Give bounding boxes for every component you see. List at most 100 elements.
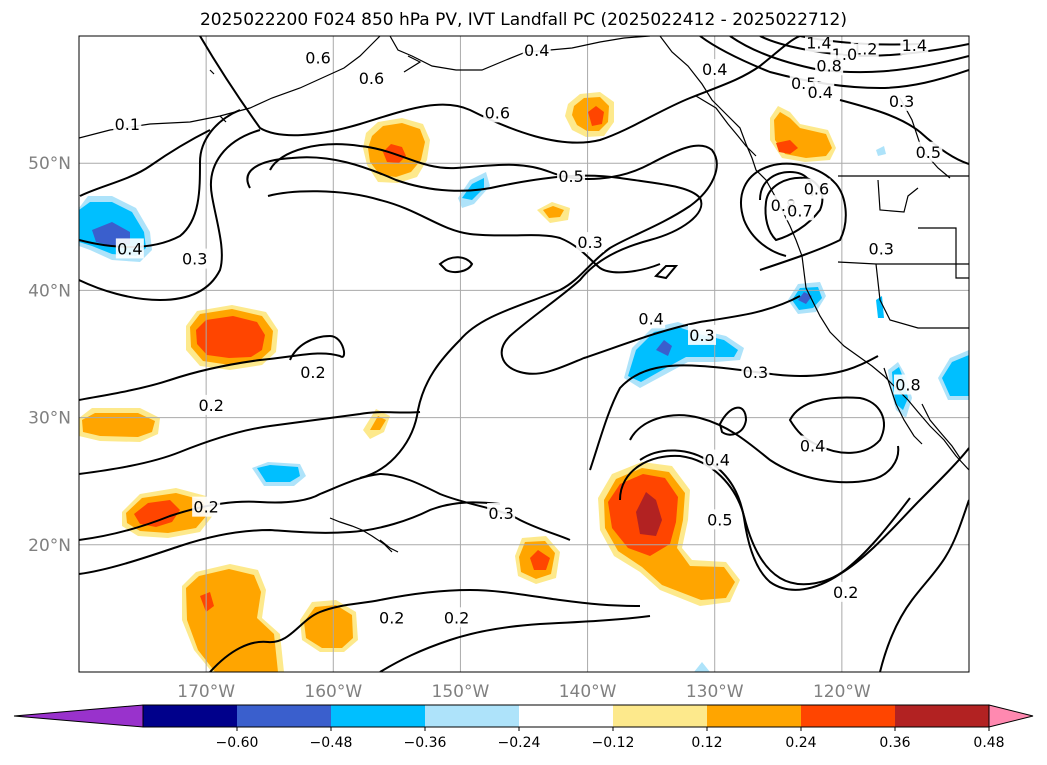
pv-positive-region bbox=[182, 564, 284, 672]
contour-label: 0.2 bbox=[193, 498, 218, 517]
colorbar-tick-label: 0.24 bbox=[785, 735, 816, 751]
colorbar-segment bbox=[613, 705, 707, 727]
lon-tick-label: 170°W bbox=[177, 682, 235, 702]
colorbar-tick-label: 0.36 bbox=[879, 735, 910, 751]
us-state-border bbox=[918, 227, 969, 279]
contour-line bbox=[269, 143, 718, 479]
pv-positive-region bbox=[565, 92, 614, 137]
contour-label: 0.3 bbox=[182, 250, 207, 269]
contour-label: 0.2 bbox=[379, 608, 404, 627]
contour-label-background bbox=[900, 36, 929, 55]
lat-tick-label: 30°N bbox=[28, 409, 71, 429]
pv-shading bbox=[79, 92, 969, 672]
contour-line bbox=[246, 156, 801, 375]
lat-tick-label: 40°N bbox=[28, 281, 71, 301]
colorbar-segment bbox=[707, 705, 801, 727]
contour-line bbox=[653, 265, 679, 280]
contour-label: 0.2 bbox=[444, 608, 469, 627]
gridlines bbox=[79, 36, 969, 672]
contour-line bbox=[718, 406, 748, 436]
contour-label: 0.5 bbox=[558, 167, 583, 186]
contour-label-background bbox=[806, 81, 835, 102]
pv-positive-region bbox=[79, 408, 160, 442]
contour-label: 0.6 bbox=[359, 69, 384, 88]
contour-label: 0.4 bbox=[117, 239, 142, 258]
contour-label: 0.3 bbox=[488, 504, 513, 523]
contour-line bbox=[629, 414, 900, 484]
colorbar-segment bbox=[425, 705, 519, 727]
contour-label: 0.4 bbox=[702, 60, 727, 79]
contour-label-background bbox=[197, 394, 226, 415]
contour-label: 0.6 bbox=[485, 103, 510, 122]
contour-label: 0.3 bbox=[889, 92, 914, 111]
contour-label: 0.3 bbox=[689, 326, 714, 345]
contour-label-background bbox=[914, 141, 943, 162]
pv-negative-region bbox=[252, 462, 306, 486]
colorbar-segment bbox=[895, 705, 989, 727]
pv-positive-region bbox=[770, 106, 836, 162]
colorbar-segment bbox=[519, 705, 613, 727]
contour-label-background bbox=[483, 102, 512, 123]
colorbar-segment bbox=[331, 705, 425, 727]
contour-label-background bbox=[798, 435, 827, 456]
contour-label-background bbox=[487, 503, 516, 523]
baja-california-coast bbox=[883, 367, 923, 445]
colorbar-extend-high bbox=[988, 704, 1034, 728]
contour-label: 0.4 bbox=[705, 451, 730, 470]
lon-tick-label: 130°W bbox=[686, 682, 744, 702]
contour-label-background bbox=[705, 509, 734, 530]
contour-label-background bbox=[804, 36, 833, 53]
north-america-west-coast bbox=[659, 36, 969, 471]
pv-negative-region bbox=[876, 296, 884, 318]
contour-line bbox=[438, 256, 474, 273]
contour-label: 1.4 bbox=[902, 36, 927, 55]
lon-tick-label: 160°W bbox=[304, 682, 362, 702]
contour-label: 0.4 bbox=[808, 83, 833, 102]
contour-label-background bbox=[557, 165, 586, 186]
contour-label: 0.4 bbox=[524, 41, 549, 60]
pv-positive-region bbox=[300, 600, 358, 652]
map-title: 2025022200 F024 850 hPa PV, IVT Landfall… bbox=[199, 10, 847, 30]
contour-label-background bbox=[522, 39, 551, 60]
contour-line bbox=[839, 99, 969, 165]
contour-label-background bbox=[192, 496, 221, 517]
contour-label-background bbox=[377, 607, 406, 628]
contour-label-background bbox=[887, 90, 916, 111]
colorbar-tick-label: 0.48 bbox=[973, 735, 1004, 751]
alaska-panhandle-coast bbox=[695, 95, 757, 157]
pv-negative-region bbox=[938, 350, 969, 400]
contour-label: 0.5 bbox=[916, 143, 941, 162]
contour-label-background bbox=[357, 67, 386, 88]
colorbar-segment bbox=[237, 705, 331, 727]
contour-label-background bbox=[113, 113, 142, 134]
colorbar-tick-label: −0.36 bbox=[404, 735, 447, 751]
colorbar-segment bbox=[801, 705, 895, 727]
contour-label: 0.4 bbox=[800, 437, 825, 456]
contour-label: 0.8 bbox=[816, 56, 841, 75]
contour-label: 0.3 bbox=[577, 233, 602, 252]
colorbar-tick-label: −0.24 bbox=[498, 735, 541, 751]
pv-negative-region bbox=[694, 662, 710, 672]
contour-label: 0.5 bbox=[707, 510, 732, 529]
contour-label-background bbox=[785, 200, 814, 221]
pv-positive-region bbox=[598, 462, 740, 606]
contour-label: 0.3 bbox=[743, 363, 768, 382]
gulf-of-california-coast bbox=[921, 403, 961, 459]
gulf-of-alaska-coast bbox=[389, 36, 651, 71]
contour-label: 0.4 bbox=[638, 309, 663, 328]
coastlines bbox=[79, 36, 969, 553]
contour-label: 0.1 bbox=[115, 115, 140, 134]
contour-label-background bbox=[867, 238, 896, 259]
contour-label: 0.6 bbox=[804, 180, 829, 199]
lat-tick-label: 50°N bbox=[28, 154, 71, 174]
contour-label-background bbox=[180, 248, 209, 269]
contour-label-background bbox=[831, 581, 860, 602]
colorbar-tick-label: 0.12 bbox=[691, 735, 722, 751]
lon-tick-label: 150°W bbox=[432, 682, 490, 702]
contour-line bbox=[79, 411, 421, 475]
us-state-border bbox=[875, 263, 969, 329]
contour-line bbox=[379, 615, 651, 672]
contour-line bbox=[79, 334, 346, 401]
colorbar-tick-label: −0.48 bbox=[310, 735, 353, 751]
